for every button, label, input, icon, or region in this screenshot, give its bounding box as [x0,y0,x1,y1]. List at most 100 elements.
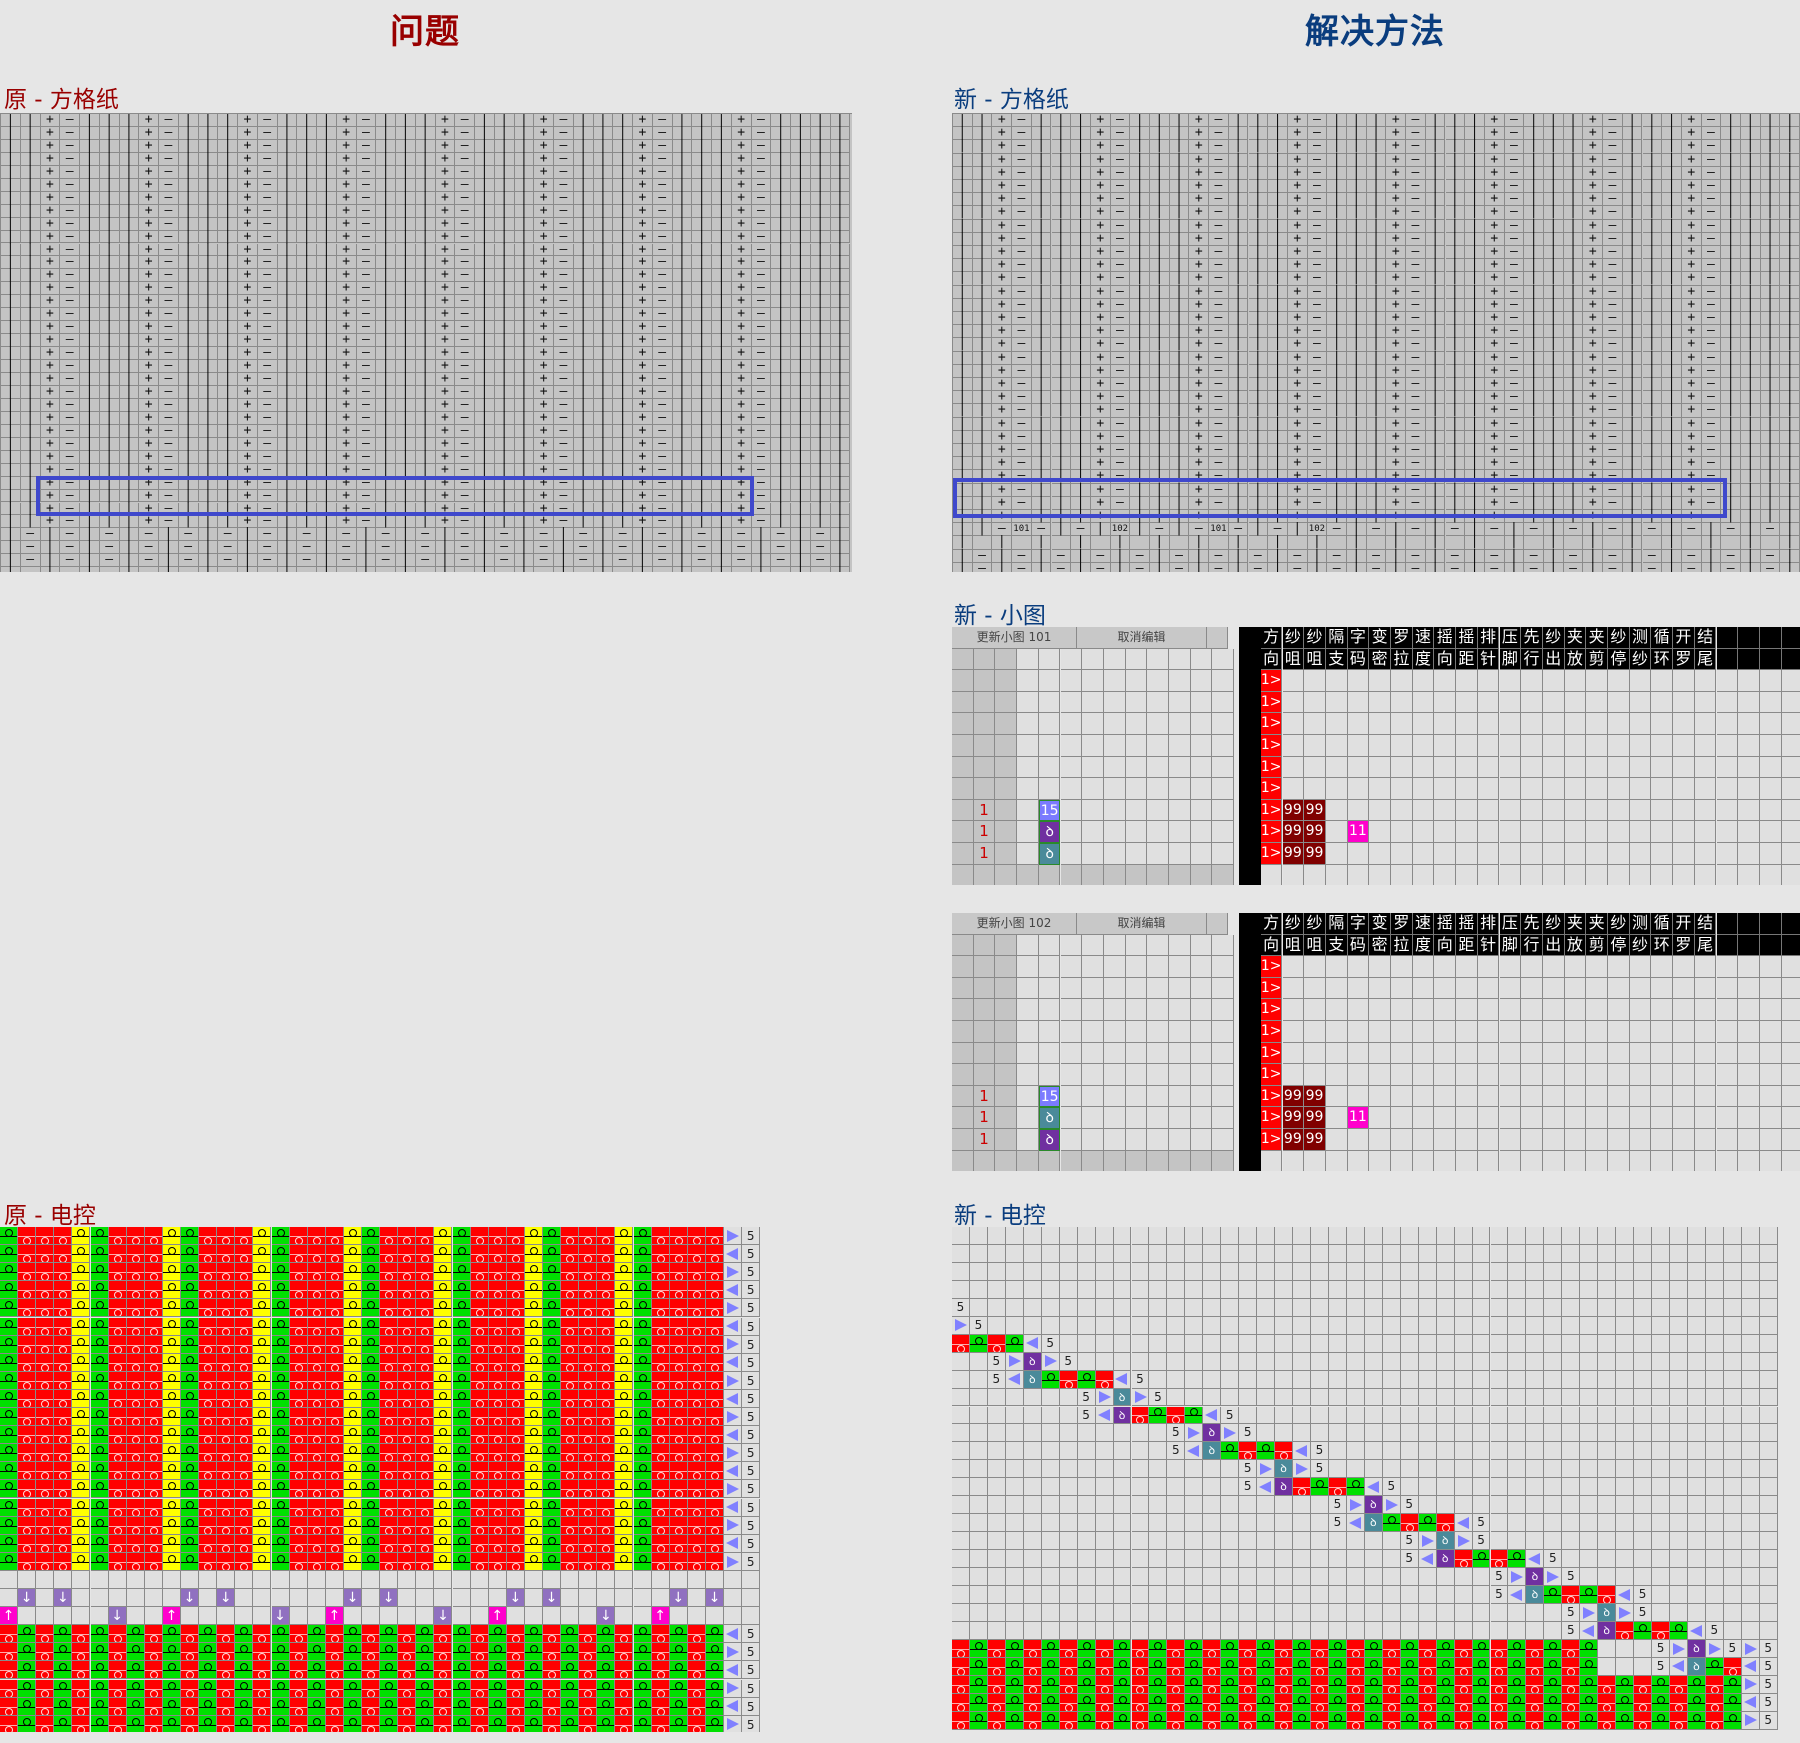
paper-cell[interactable]: | [1465,563,1485,572]
small-left-cell[interactable] [1104,1151,1126,1171]
small-left-cell[interactable] [1104,757,1126,779]
stitch-cell[interactable] [416,1553,434,1571]
param-cell[interactable] [1326,956,1348,978]
stitch-cell[interactable] [688,1517,706,1535]
small-left-cell[interactable] [1147,999,1169,1021]
param-cell[interactable] [1760,1151,1782,1171]
separator-bar[interactable] [1239,627,1261,885]
stitch-cell[interactable] [670,1245,688,1263]
param-cell[interactable] [1456,1086,1478,1108]
stitch-cell[interactable] [597,1426,615,1444]
param-cell[interactable] [1369,1107,1391,1129]
column-header[interactable]: 排 [1478,627,1500,649]
stitch-cell[interactable] [434,1553,452,1571]
stitch-cell[interactable] [543,1372,561,1390]
yarn-mouth-cell[interactable]: 99 [1304,1086,1326,1108]
paper-cell[interactable]: — [1524,523,1544,536]
stitch-cell[interactable] [543,1245,561,1263]
stitch-cell[interactable] [253,1390,271,1408]
small-left-cell[interactable] [1169,713,1191,735]
param-cell[interactable] [1565,1107,1587,1129]
column-header[interactable]: 字 [1348,913,1370,935]
param-cell[interactable] [1500,978,1522,1000]
stitch-cell[interactable] [272,1553,290,1571]
stitch-cell[interactable] [253,1372,271,1390]
stitch-cell[interactable] [0,1408,18,1426]
stitch-cell[interactable] [217,1245,235,1263]
stitch-cell[interactable] [290,1480,308,1498]
stitch-cell[interactable] [398,1336,416,1354]
stitch-cell[interactable] [91,1499,109,1517]
stitch-cell[interactable] [163,1390,181,1408]
stitch-cell[interactable] [579,1227,597,1245]
stitch-cell[interactable] [0,1517,18,1535]
param-cell[interactable] [1413,1129,1435,1151]
stitch-cell[interactable] [597,1263,615,1281]
stitch-cell[interactable] [688,1227,706,1245]
stitch-cell[interactable] [525,1299,543,1317]
param-cell[interactable] [1391,865,1413,885]
stitch-cell[interactable] [652,1299,670,1317]
stitch-cell[interactable] [199,1499,217,1517]
param-cell[interactable] [1630,843,1652,865]
stitch-cell[interactable] [706,1299,724,1317]
stitch-cell[interactable] [416,1318,434,1336]
stitch-cell[interactable] [652,1444,670,1462]
small-left-cell[interactable] [1126,1151,1148,1171]
small-left-cell[interactable] [1061,821,1083,843]
paper-cell[interactable]: | [1071,563,1091,572]
small-left-cell[interactable] [1212,649,1234,671]
small-left-cell[interactable] [995,956,1017,978]
column-header[interactable] [1782,935,1800,957]
yarn-cell[interactable]: ꝺ [1039,1129,1061,1151]
stitch-cell[interactable] [344,1354,362,1372]
stitch-cell[interactable] [597,1281,615,1299]
param-cell[interactable] [1521,778,1543,800]
param-cell[interactable] [1565,670,1587,692]
paper-cell[interactable]: | [1170,523,1190,536]
small-left-cell[interactable] [1104,1107,1126,1129]
stitch-cell[interactable] [416,1517,434,1535]
stitch-cell[interactable] [471,1444,489,1462]
stitch-cell[interactable] [235,1390,253,1408]
stitch-cell[interactable] [199,1480,217,1498]
column-header[interactable] [1717,913,1739,935]
param-cell[interactable] [1521,1107,1543,1129]
stitch-cell[interactable] [634,1426,652,1444]
stitch-cell[interactable] [688,1336,706,1354]
param-cell[interactable] [1543,865,1565,885]
stitch-cell[interactable] [272,1281,290,1299]
param-cell[interactable] [1673,800,1695,822]
stitch-cell[interactable] [489,1299,507,1317]
column-header[interactable]: 停 [1608,649,1630,671]
small-left-cell[interactable] [1039,999,1061,1021]
param-cell[interactable] [1369,865,1391,885]
stitch-cell[interactable] [525,1281,543,1299]
stitch-cell[interactable] [634,1263,652,1281]
column-header[interactable]: 摇 [1456,627,1478,649]
small-left-cell[interactable] [1191,1043,1213,1065]
stitch-cell[interactable] [453,1281,471,1299]
param-cell[interactable] [1500,800,1522,822]
param-cell[interactable] [1478,1021,1500,1043]
column-header[interactable]: 夹 [1565,913,1587,935]
param-cell[interactable] [1717,1064,1739,1086]
param-cell[interactable] [1391,692,1413,714]
stitch-cell[interactable] [145,1318,163,1336]
arrow-right-icon[interactable] [724,1336,742,1354]
param-cell[interactable] [1456,778,1478,800]
stitch-cell[interactable] [272,1390,290,1408]
param-cell[interactable] [1434,843,1456,865]
small-left-cell[interactable] [1126,1129,1148,1151]
stitch-cell[interactable] [380,1390,398,1408]
stitch-cell[interactable] [615,1444,633,1462]
param-cell[interactable] [1608,821,1630,843]
small-left-cell[interactable] [974,956,996,978]
paper-cell[interactable]: | [80,567,100,572]
stitch-cell[interactable] [18,1553,36,1571]
stitch-cell[interactable] [380,1336,398,1354]
param-cell[interactable] [1326,778,1348,800]
paper-cell[interactable]: | [1347,563,1367,572]
stitch-cell[interactable] [145,1553,163,1571]
row-number[interactable]: 1 [974,800,996,822]
